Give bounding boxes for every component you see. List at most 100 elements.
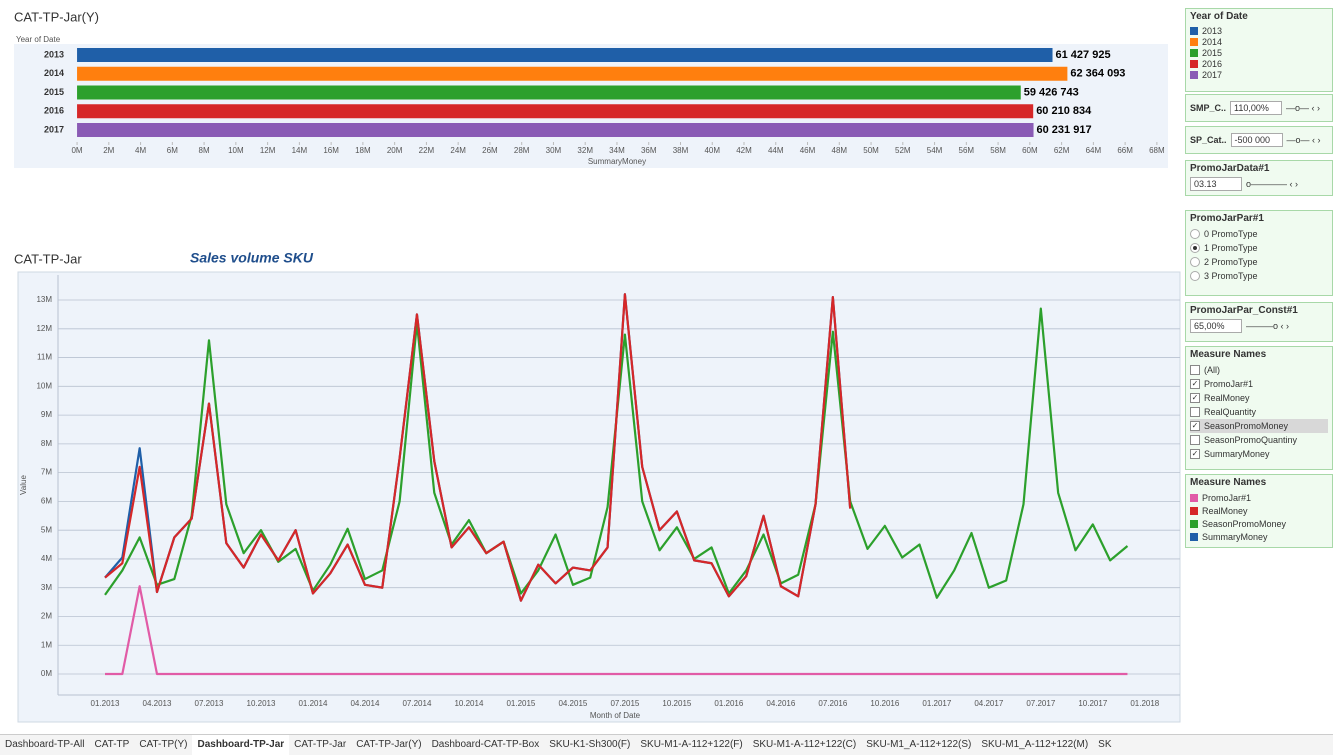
- legend-item: PromoJar#1: [1190, 491, 1328, 504]
- bar: [77, 85, 1021, 100]
- filter-item[interactable]: RealQuantity: [1190, 405, 1328, 419]
- slider[interactable]: —o— ‹ ›: [1286, 103, 1321, 113]
- radio-label: 2 PromoType: [1204, 257, 1258, 267]
- x-tick-label: 48M: [832, 146, 848, 155]
- y-tick-label: 12M: [36, 324, 52, 333]
- filter-item[interactable]: ✓ SummaryMoney: [1190, 447, 1328, 461]
- filter-item[interactable]: (All): [1190, 363, 1328, 377]
- x-tick-label: 04.2013: [143, 699, 172, 708]
- x-tick-label: 14M: [292, 146, 308, 155]
- param-input[interactable]: 03.13: [1190, 177, 1242, 191]
- param-input[interactable]: 65,00%: [1190, 319, 1242, 333]
- filter-label: RealQuantity: [1204, 407, 1257, 417]
- slider[interactable]: —o— ‹ ›: [1286, 135, 1321, 145]
- checkbox[interactable]: [1190, 435, 1200, 445]
- legend-label: 2015: [1202, 47, 1223, 58]
- radio-option[interactable]: 3 PromoType: [1190, 269, 1328, 283]
- tab[interactable]: SKU-M1_A-112+122(S): [866, 739, 972, 750]
- chart-subtitle: Sales volume SKU: [190, 250, 314, 266]
- filter-item[interactable]: ✓ RealMoney: [1190, 391, 1328, 405]
- bar: [77, 104, 1034, 119]
- checkbox[interactable]: ✓: [1190, 449, 1200, 459]
- tab[interactable]: CAT-TP: [94, 739, 130, 750]
- panel-title: Measure Names: [1190, 349, 1267, 360]
- charts: CAT-TP-Jar(Y) Year of Date 0M 2M 4M 6M 8M 10M 12…: [14, 9, 1181, 723]
- y-tick-label: 3M: [41, 583, 52, 592]
- filter-item[interactable]: ✓ SeasonPromoMoney: [1190, 419, 1328, 433]
- param-label: SMP_C..: [1190, 103, 1227, 113]
- x-tick-label: 56M: [959, 146, 975, 155]
- x-tick-label: 01.2015: [506, 699, 535, 708]
- x-tick-label: 50M: [863, 146, 879, 155]
- tab[interactable]: Dashboard-CAT-TP-Box: [431, 739, 540, 750]
- x-tick-label: 68M: [1149, 146, 1165, 155]
- tab[interactable]: CAT-TP(Y): [139, 739, 188, 750]
- radio[interactable]: [1190, 243, 1200, 253]
- x-tick-label: 44M: [768, 146, 784, 155]
- x-tick-label: 10.2017: [1078, 699, 1107, 708]
- x-tick-label: 42M: [736, 146, 752, 155]
- legend-item: 2015: [1190, 47, 1328, 58]
- legend-swatch: [1190, 48, 1198, 57]
- tab[interactable]: SKU-K1-Sh300(F): [549, 739, 631, 750]
- x-tick-label: 6M: [167, 146, 178, 155]
- param-input[interactable]: 110,00%: [1230, 101, 1283, 115]
- param-input[interactable]: -500 000: [1230, 133, 1283, 147]
- tab[interactable]: CAT-TP-Jar(Y): [356, 739, 422, 750]
- x-tick-label: 01.2014: [298, 699, 327, 708]
- x-tick-label: 66M: [1117, 146, 1133, 155]
- x-tick-label: 22M: [419, 146, 435, 155]
- y-tick-label: 2014: [44, 68, 64, 78]
- y-tick-label: 2017: [44, 124, 64, 134]
- y-tick-label: 2016: [44, 106, 64, 116]
- y-tick-label: 10M: [36, 381, 52, 390]
- tab[interactable]: Dashboard-TP-All: [5, 739, 85, 750]
- tab[interactable]: CAT-TP-Jar: [294, 739, 347, 750]
- filter-item[interactable]: ✓ PromoJar#1: [1190, 377, 1328, 391]
- value-label: 60 210 834: [1036, 105, 1092, 117]
- axis-title: Value: [19, 475, 28, 495]
- checkbox[interactable]: ✓: [1190, 379, 1200, 389]
- radio[interactable]: [1190, 257, 1200, 267]
- measure-filter: Measure Names (All) ✓ PromoJar#1 ✓ RealMoney…: [1185, 346, 1333, 470]
- tab[interactable]: SKU-M1_A-112+122(M): [981, 739, 1089, 750]
- tab[interactable]: SKU-M1-A-112+122(C): [752, 739, 857, 750]
- value-label: 59 426 743: [1024, 86, 1079, 98]
- tab[interactable]: SKU-M1-A-112+122(F): [640, 739, 743, 750]
- radio-option[interactable]: 1 PromoType: [1190, 241, 1328, 255]
- checkbox[interactable]: [1190, 407, 1200, 417]
- y-tick-label: 9M: [41, 410, 52, 419]
- filter-label: SummaryMoney: [1204, 449, 1270, 459]
- tab[interactable]: Dashboard-TP-Jar: [192, 735, 290, 755]
- x-tick-label: 07.2013: [195, 699, 224, 708]
- checkbox[interactable]: ✓: [1190, 421, 1200, 431]
- slider[interactable]: o———— ‹ ›: [1246, 179, 1299, 189]
- radio-dot: [1193, 246, 1197, 250]
- filter-item[interactable]: SeasonPromoQuantiny: [1190, 433, 1328, 447]
- x-tick-label: 01.2018: [1130, 699, 1159, 708]
- checkbox[interactable]: [1190, 365, 1200, 375]
- legend-swatch: [1190, 70, 1198, 79]
- x-tick-label: 32M: [577, 146, 593, 155]
- x-tick-label: 52M: [895, 146, 911, 155]
- legend-label: SummaryMoney: [1202, 531, 1268, 542]
- legend-label: 2016: [1202, 58, 1223, 69]
- axis-title: Year of Date: [16, 35, 61, 44]
- x-tick-label: 04.2015: [558, 699, 587, 708]
- filter-label: SeasonPromoQuantiny: [1204, 435, 1298, 445]
- y-tick-label: 7M: [41, 468, 52, 477]
- y-tick-label: 2M: [41, 612, 52, 621]
- slider[interactable]: ———o ‹ ›: [1246, 321, 1290, 331]
- chart-title: CAT-TP-Jar(Y): [14, 9, 99, 24]
- plot-background: [17, 271, 1181, 723]
- legend-swatch: [1190, 37, 1198, 46]
- tab[interactable]: SK: [1098, 739, 1112, 750]
- radio[interactable]: [1190, 271, 1200, 281]
- x-tick-label: 60M: [1022, 146, 1038, 155]
- radio-option[interactable]: 2 PromoType: [1190, 255, 1328, 269]
- radio[interactable]: [1190, 229, 1200, 239]
- checkbox[interactable]: ✓: [1190, 393, 1200, 403]
- radio-option[interactable]: 0 PromoType: [1190, 227, 1328, 241]
- x-tick-label: 16M: [323, 146, 339, 155]
- x-tick-label: 10.2016: [870, 699, 899, 708]
